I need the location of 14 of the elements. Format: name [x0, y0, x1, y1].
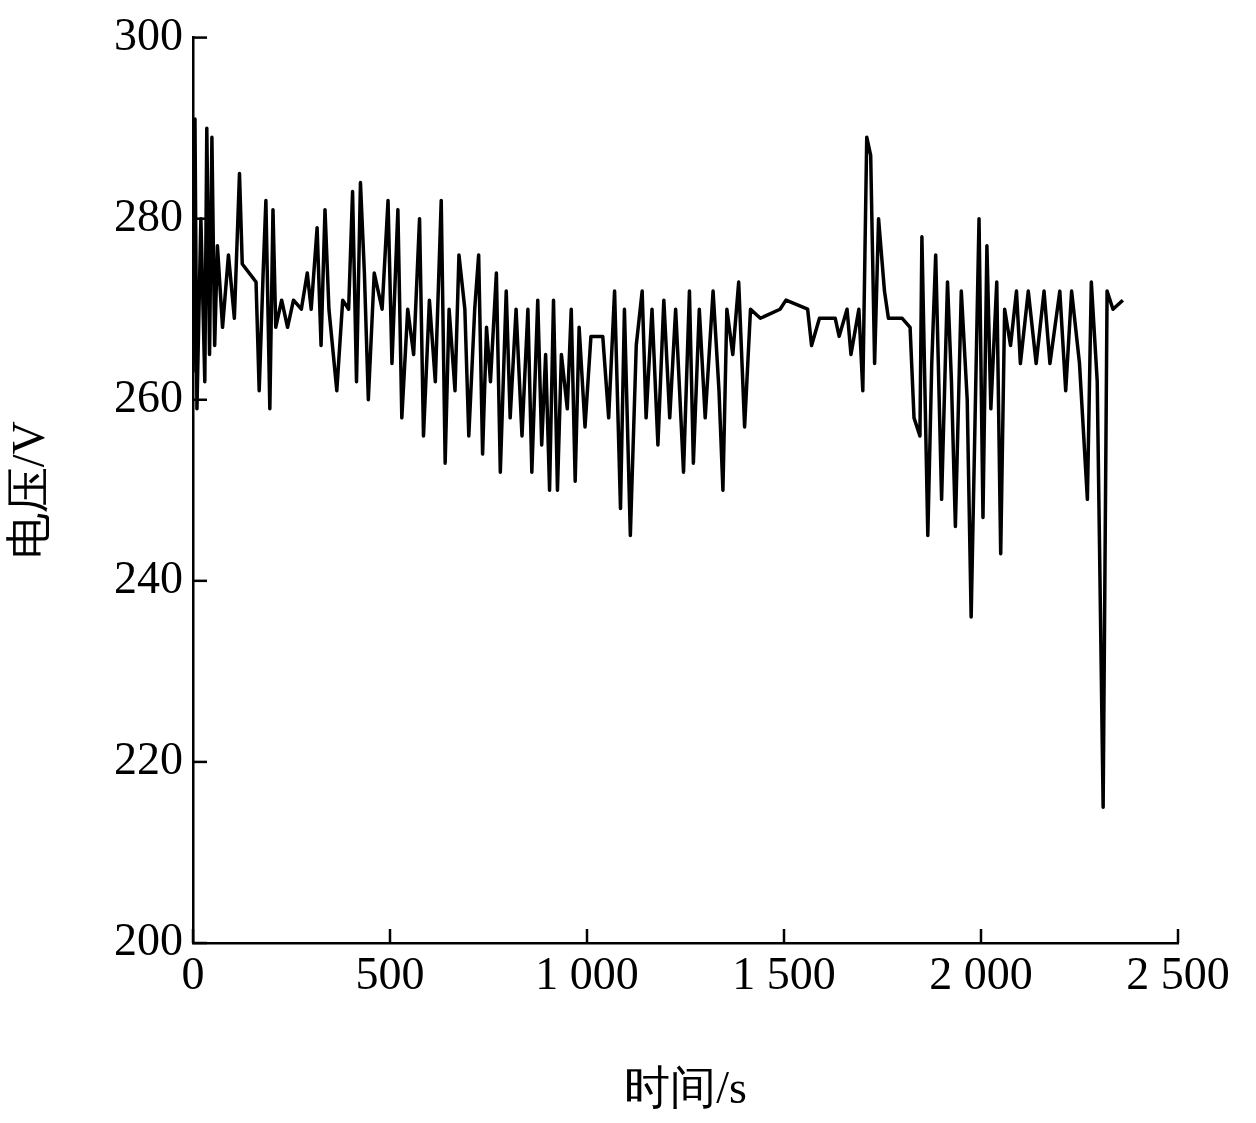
x-axis-title: 时间/s — [624, 1062, 747, 1114]
x-tick-label: 1 500 — [732, 947, 836, 999]
x-tick-label: 500 — [355, 947, 425, 999]
y-tick-label: 220 — [114, 733, 183, 784]
y-tick-label: 300 — [114, 8, 183, 60]
x-tick-label: 2 500 — [1126, 947, 1230, 999]
x-tick-label: 2 000 — [929, 947, 1033, 999]
y-axis-title: 电压/V — [2, 421, 54, 560]
x-tick-label: 0 — [181, 947, 205, 999]
y-tick-label: 280 — [114, 189, 183, 241]
y-tick-label: 240 — [114, 551, 183, 603]
y-tick-label: 200 — [114, 914, 183, 966]
y-tick-label: 260 — [114, 370, 183, 422]
x-tick-label: 1 000 — [535, 947, 639, 999]
